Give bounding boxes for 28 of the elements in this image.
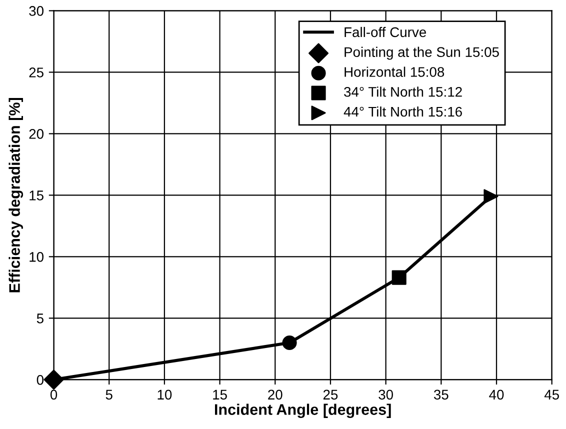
y-tick-label: 0 <box>36 375 44 385</box>
x-tick-label: 15 <box>213 390 227 400</box>
x-tick-label: 40 <box>489 390 504 400</box>
legend-label: 34° Tilt North 15:12 <box>344 86 462 97</box>
y-axis-title: Efficiency degradiation [%] <box>8 98 24 292</box>
legend-label: Pointing at the Sun 15:05 <box>344 46 499 60</box>
x-tick-label: 5 <box>106 390 112 400</box>
x-axis-title: Incident Angle [degrees] <box>214 404 391 418</box>
y-tick-label: 20 <box>29 129 44 139</box>
legend-label: Horizontal 15:08 <box>344 66 444 77</box>
x-tick-label: 30 <box>378 390 394 400</box>
y-tick-label: 5 <box>36 314 44 324</box>
point <box>44 370 64 390</box>
x-tick-label: 45 <box>544 390 559 400</box>
legend-label: 44° Tilt North 15:16 <box>344 106 462 117</box>
y-tick-label: 15 <box>30 190 44 200</box>
x-tick-label: 35 <box>434 390 448 400</box>
legend-label: Fall-off Curve <box>344 26 426 38</box>
y-tick-label: 25 <box>29 68 44 78</box>
x-tick-label: 20 <box>268 390 282 400</box>
point <box>484 189 498 204</box>
y-tick-label: 10 <box>30 252 44 262</box>
x-tick-label: 25 <box>323 390 338 400</box>
x-tick-label: 0 <box>50 390 58 400</box>
x-tick-label: 10 <box>158 390 172 400</box>
y-tick-label: 30 <box>29 6 44 16</box>
point <box>282 335 297 350</box>
point <box>392 270 406 285</box>
